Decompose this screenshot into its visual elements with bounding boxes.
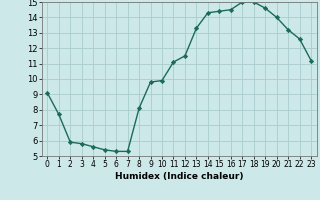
X-axis label: Humidex (Indice chaleur): Humidex (Indice chaleur) bbox=[115, 172, 244, 181]
